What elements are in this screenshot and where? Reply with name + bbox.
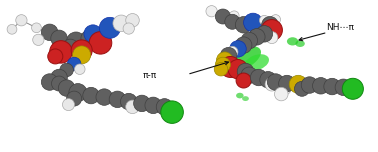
Ellipse shape [81, 30, 98, 47]
Ellipse shape [126, 14, 139, 27]
Ellipse shape [67, 32, 85, 51]
Text: π-π: π-π [143, 71, 157, 80]
Ellipse shape [236, 93, 243, 98]
Ellipse shape [241, 67, 257, 83]
Ellipse shape [260, 72, 276, 88]
Ellipse shape [259, 15, 269, 25]
Ellipse shape [156, 99, 173, 115]
Ellipse shape [145, 97, 161, 114]
Ellipse shape [229, 11, 239, 21]
Ellipse shape [214, 62, 228, 76]
Ellipse shape [89, 32, 112, 54]
Text: NH⋯π: NH⋯π [327, 22, 355, 32]
Ellipse shape [245, 54, 269, 71]
Ellipse shape [236, 73, 251, 88]
Ellipse shape [16, 15, 27, 26]
Ellipse shape [123, 23, 135, 34]
Ellipse shape [235, 17, 252, 33]
Ellipse shape [223, 57, 237, 68]
Ellipse shape [69, 84, 87, 102]
Ellipse shape [256, 26, 273, 42]
Ellipse shape [126, 100, 139, 114]
Ellipse shape [60, 63, 73, 77]
Ellipse shape [220, 57, 241, 78]
Ellipse shape [206, 6, 217, 17]
Ellipse shape [294, 81, 310, 96]
Ellipse shape [48, 49, 63, 64]
Ellipse shape [301, 77, 318, 93]
Ellipse shape [274, 87, 288, 101]
Ellipse shape [265, 78, 279, 91]
Ellipse shape [7, 24, 17, 34]
Ellipse shape [279, 75, 295, 92]
Ellipse shape [266, 32, 278, 44]
Ellipse shape [228, 59, 248, 79]
Ellipse shape [51, 76, 67, 91]
Ellipse shape [83, 87, 99, 104]
Ellipse shape [215, 57, 231, 72]
Ellipse shape [84, 25, 102, 43]
Ellipse shape [237, 63, 254, 80]
Ellipse shape [73, 46, 91, 64]
Ellipse shape [67, 91, 82, 106]
Ellipse shape [220, 47, 237, 64]
Ellipse shape [32, 23, 41, 33]
Ellipse shape [225, 14, 240, 29]
Ellipse shape [67, 57, 81, 71]
Ellipse shape [226, 46, 261, 71]
Ellipse shape [235, 37, 252, 53]
Ellipse shape [313, 78, 329, 94]
Ellipse shape [242, 96, 249, 101]
Ellipse shape [99, 17, 121, 38]
Ellipse shape [261, 20, 282, 41]
Ellipse shape [62, 99, 74, 111]
Ellipse shape [267, 74, 284, 90]
Ellipse shape [71, 40, 92, 61]
Ellipse shape [250, 69, 267, 86]
Ellipse shape [62, 39, 79, 56]
Ellipse shape [324, 78, 341, 95]
Ellipse shape [41, 74, 58, 90]
Ellipse shape [241, 32, 257, 49]
Ellipse shape [33, 34, 44, 45]
Ellipse shape [109, 91, 126, 108]
Ellipse shape [113, 15, 130, 31]
Ellipse shape [50, 41, 72, 63]
Ellipse shape [134, 95, 150, 112]
Ellipse shape [271, 15, 280, 24]
Ellipse shape [287, 37, 298, 45]
Ellipse shape [262, 17, 278, 33]
Ellipse shape [279, 83, 291, 95]
Ellipse shape [248, 29, 265, 45]
Ellipse shape [161, 101, 183, 123]
Ellipse shape [74, 64, 85, 74]
Ellipse shape [335, 79, 352, 96]
Ellipse shape [215, 9, 231, 24]
Ellipse shape [121, 93, 137, 110]
Ellipse shape [227, 46, 238, 57]
Ellipse shape [58, 80, 75, 96]
Ellipse shape [51, 69, 67, 86]
Ellipse shape [51, 30, 67, 47]
Ellipse shape [342, 78, 363, 99]
Ellipse shape [217, 52, 233, 68]
Ellipse shape [230, 41, 246, 57]
Ellipse shape [289, 75, 307, 93]
Ellipse shape [243, 13, 262, 32]
Ellipse shape [96, 89, 113, 105]
Ellipse shape [295, 40, 305, 47]
Ellipse shape [41, 24, 58, 41]
